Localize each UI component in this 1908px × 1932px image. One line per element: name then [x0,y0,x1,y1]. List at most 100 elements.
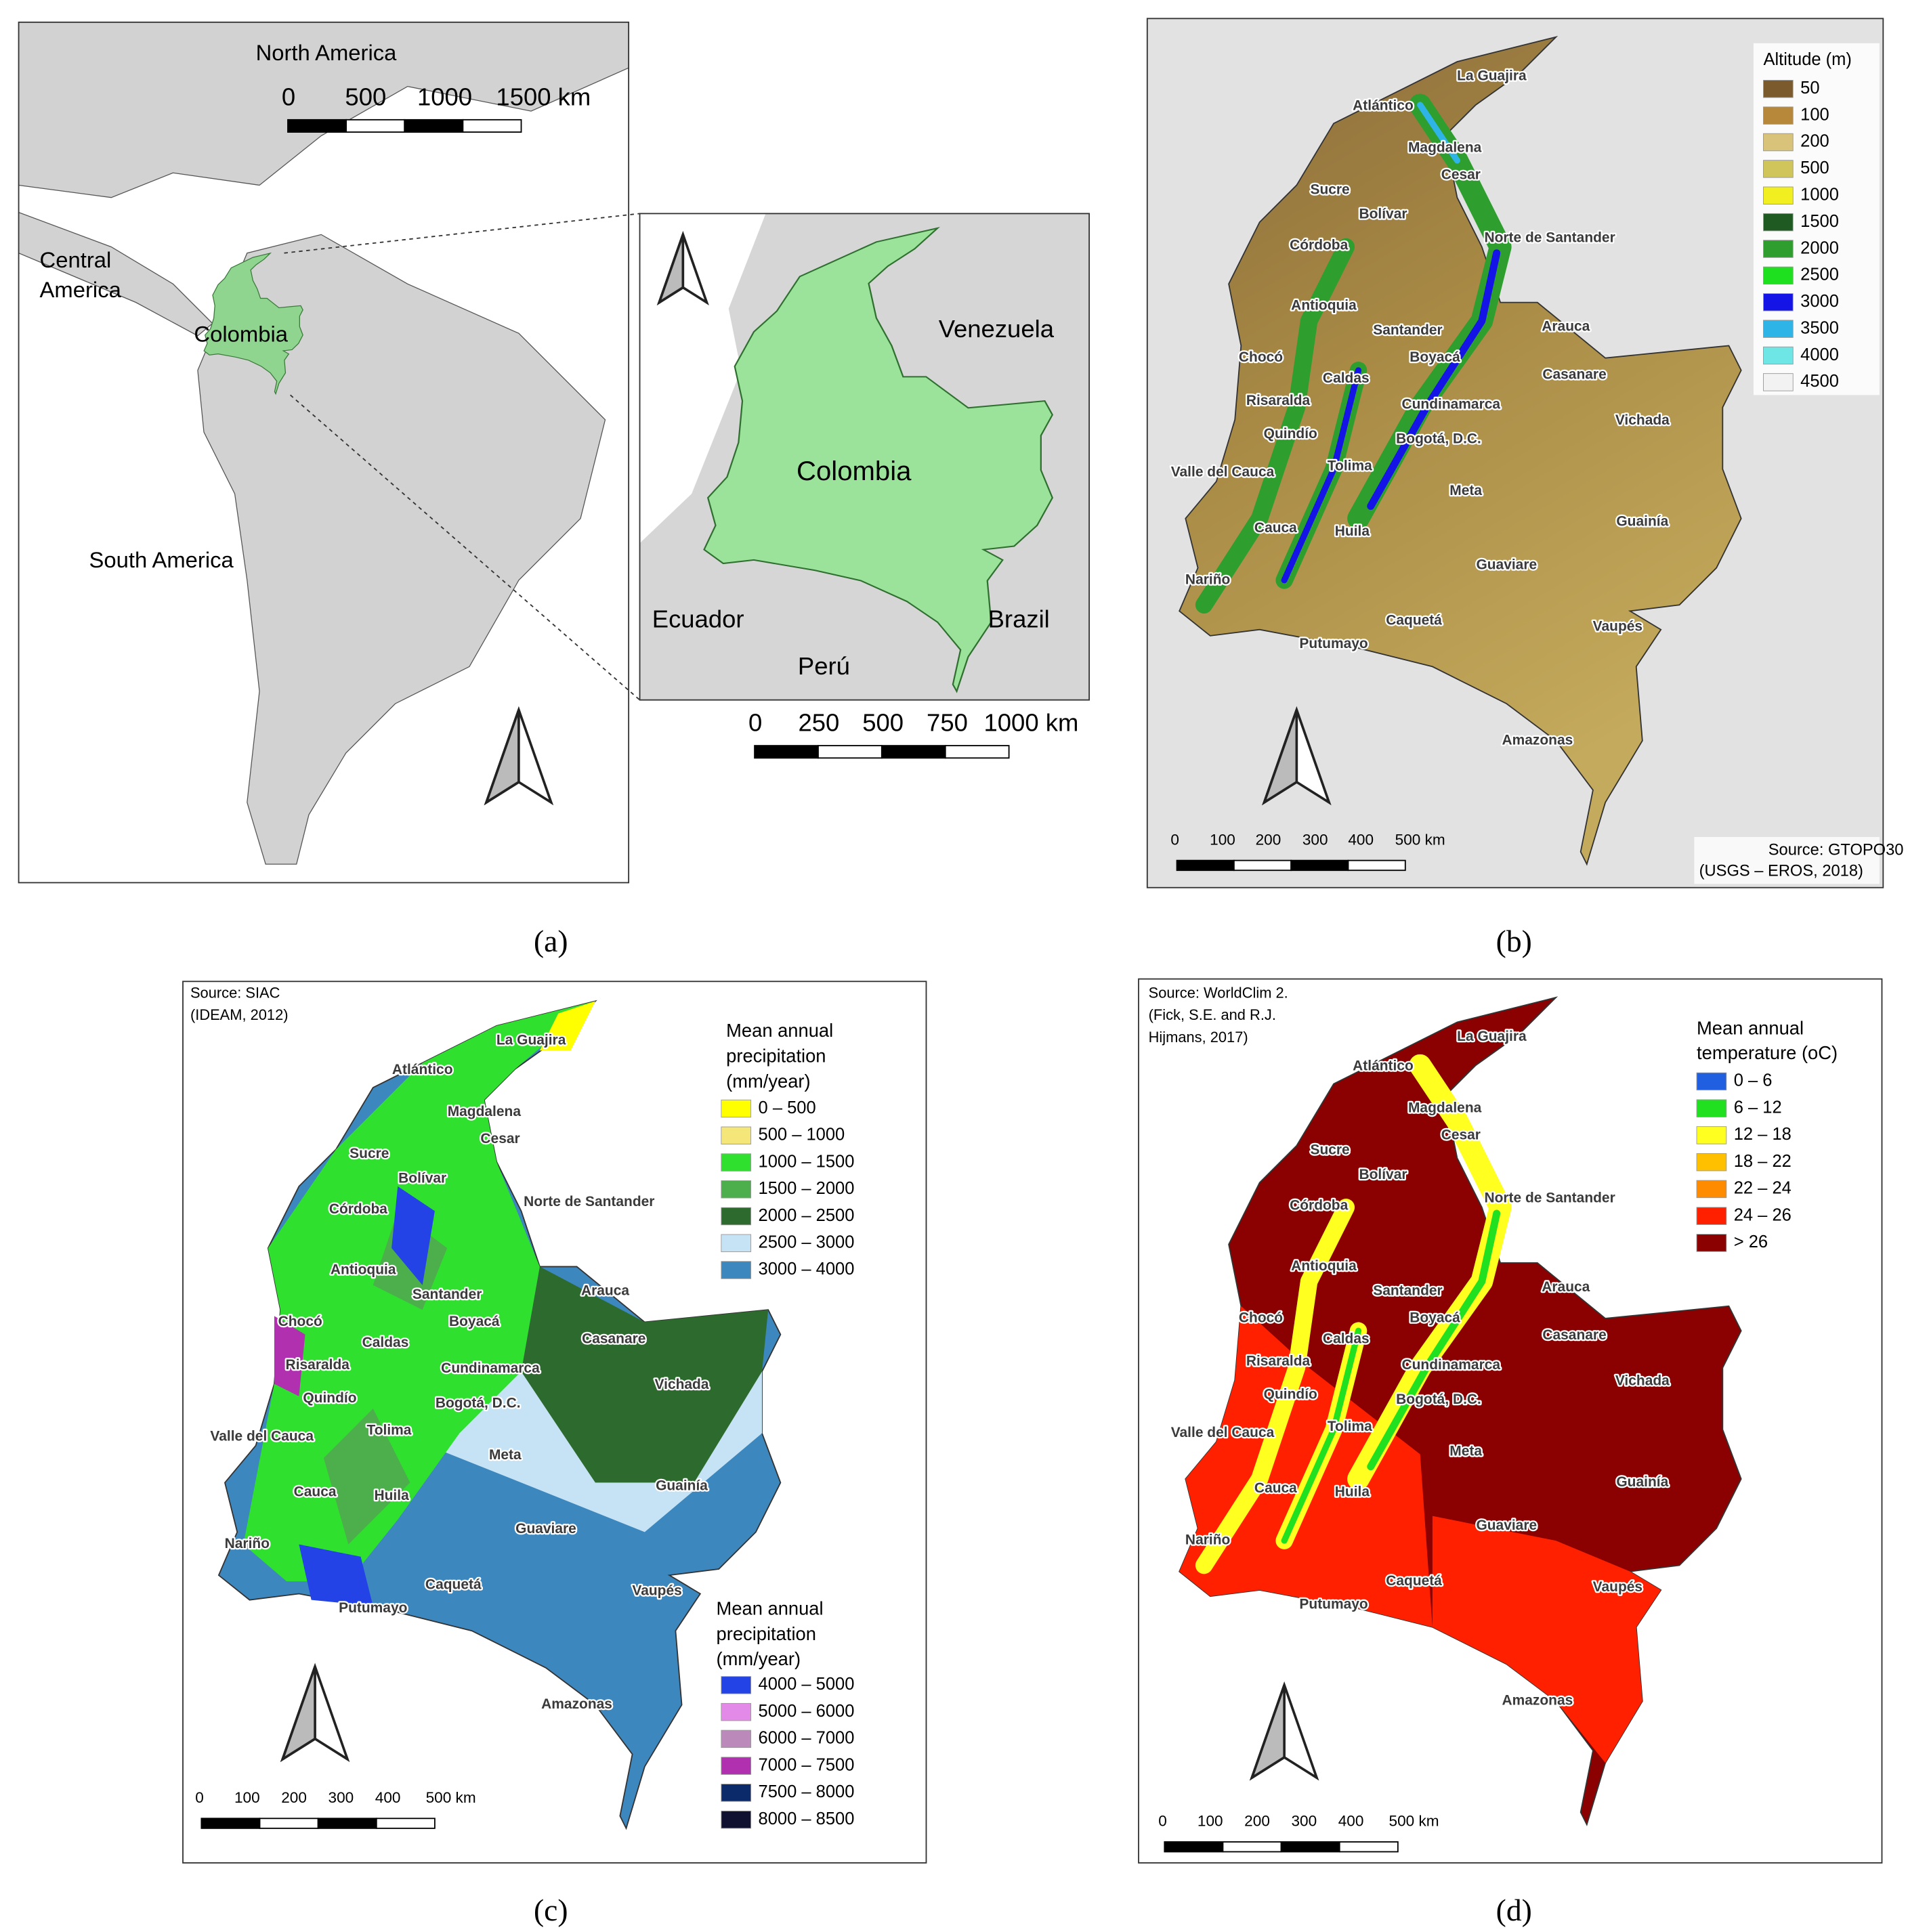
legend-label: 1000 – 1500 [759,1152,855,1171]
department-label: Cauca [1254,1480,1297,1496]
source: (USGS – EROS, 2018) [1699,862,1863,880]
map-d [1139,979,1882,1863]
legend-swatch [1763,240,1794,258]
department-label: Meta [489,1447,522,1463]
legend-label: 3500 [1800,318,1839,337]
legend-swatch [1696,1234,1727,1252]
scale-label: 100 [1197,1813,1223,1830]
caption: (d) [1496,1893,1532,1927]
north-arrow-shade [484,709,520,806]
department-label: Tolima [366,1422,411,1438]
department-label: Bogotá, D.C. [1396,431,1481,447]
department-label: Boyacá [1409,1310,1460,1325]
legend-swatch [1763,80,1794,98]
legend-label: 3000 [1800,292,1839,311]
department-label: Quindío [303,1390,356,1406]
legend-title: Mean annual [717,1597,824,1618]
label: Venezuela [939,315,1055,343]
scale-label: 300 [328,1789,354,1806]
north-arrow-shade [1249,1684,1286,1781]
zone [521,1266,769,1483]
department-label: Bolívar [1359,207,1407,222]
frame-b [1146,18,1884,888]
department-label: Cundinamarca [1401,396,1500,412]
legend-label: 50 [1800,79,1819,98]
legend-swatch [1763,186,1794,205]
department-label: Arauca [1542,1279,1590,1295]
scale-label: 500 [862,709,904,737]
source: Hijmans, 2017) [1149,1029,1248,1046]
legend-label: 3000 – 4000 [759,1260,855,1279]
label: Brazil [988,605,1050,633]
legend-swatch [721,1730,752,1748]
scale-segment [1347,859,1406,872]
scale-segment [1222,1841,1282,1853]
department-label: Guainía [1616,1474,1668,1490]
department-label: Guaviare [1476,557,1537,572]
department-label: Norte de Santander [524,1194,654,1209]
department-label: Guainía [656,1478,708,1493]
legend-swatch [721,1099,752,1118]
legend-swatch [1763,320,1794,338]
zone [539,1001,595,1051]
department-label: Vaupés [632,1583,681,1598]
scale-label: 250 [798,709,839,737]
department-label: Norte de Santander [1484,230,1615,245]
department-label: Atlántico [1353,98,1414,113]
department-label: Vichada [655,1377,709,1392]
department-label: Guaviare [515,1521,576,1537]
label: Central [40,247,112,272]
legend-title: precipitation [717,1623,816,1644]
department-label: Casanare [1542,367,1606,383]
scale-label: 0 [748,709,762,737]
legend-label: 1500 – 2000 [759,1179,855,1198]
caption: (a) [534,924,568,958]
department-label: Casanare [1542,1327,1606,1343]
label: Ecuador [652,605,744,633]
department-label: Tolima [1328,1419,1372,1434]
department-label: Nariño [1185,572,1230,587]
scale-segment [818,745,883,759]
department-label: Antioquia [1291,1258,1357,1274]
legend-swatch [721,1126,752,1145]
scale-label: 500 [345,83,386,110]
department-label: Valle del Cauca [1171,1425,1275,1440]
scale-label: 100 [234,1789,260,1806]
scale-label: 500 km [426,1789,476,1806]
zone [1179,1306,1661,1763]
scale-segment [944,745,1010,759]
legend-label: 1000 [1800,185,1839,204]
source: Source: SIAC [190,984,280,1001]
frame-c [182,981,927,1864]
legend-swatch [1763,133,1794,152]
department-label: Caldas [362,1335,409,1350]
legend-label: 0 – 6 [1734,1071,1773,1090]
department-label: Córdoba [329,1201,387,1217]
legend-swatch [1696,1153,1727,1172]
scale-label: 300 [1302,831,1328,848]
legend-label: 4000 – 5000 [759,1675,855,1694]
department-label: Norte de Santander [1484,1190,1615,1206]
department-label: Putumayo [1299,1596,1368,1612]
scale-segment [462,119,522,133]
scale-segment [754,745,819,759]
legend-label: 200 [1800,132,1829,151]
legend-swatch [721,1784,752,1802]
zoom-line [284,213,640,254]
department-label: Vaupés [1593,1579,1642,1595]
department-label: Cauca [1254,520,1297,536]
department-label: Meta [1449,483,1482,498]
department-label: Caquetá [425,1576,482,1592]
department-label: Chocó [1239,1310,1283,1325]
department-label: Antioquia [331,1262,396,1277]
legend-swatch [721,1757,752,1775]
department-label: Atlántico [1353,1058,1414,1074]
legend-label: 100 [1800,105,1829,124]
department-label: Boyacá [1409,349,1460,365]
label: America [40,277,122,302]
legend-label: 500 [1800,158,1829,177]
department-label: Córdoba [1290,1198,1348,1214]
department-label: Magdalena [448,1104,522,1119]
